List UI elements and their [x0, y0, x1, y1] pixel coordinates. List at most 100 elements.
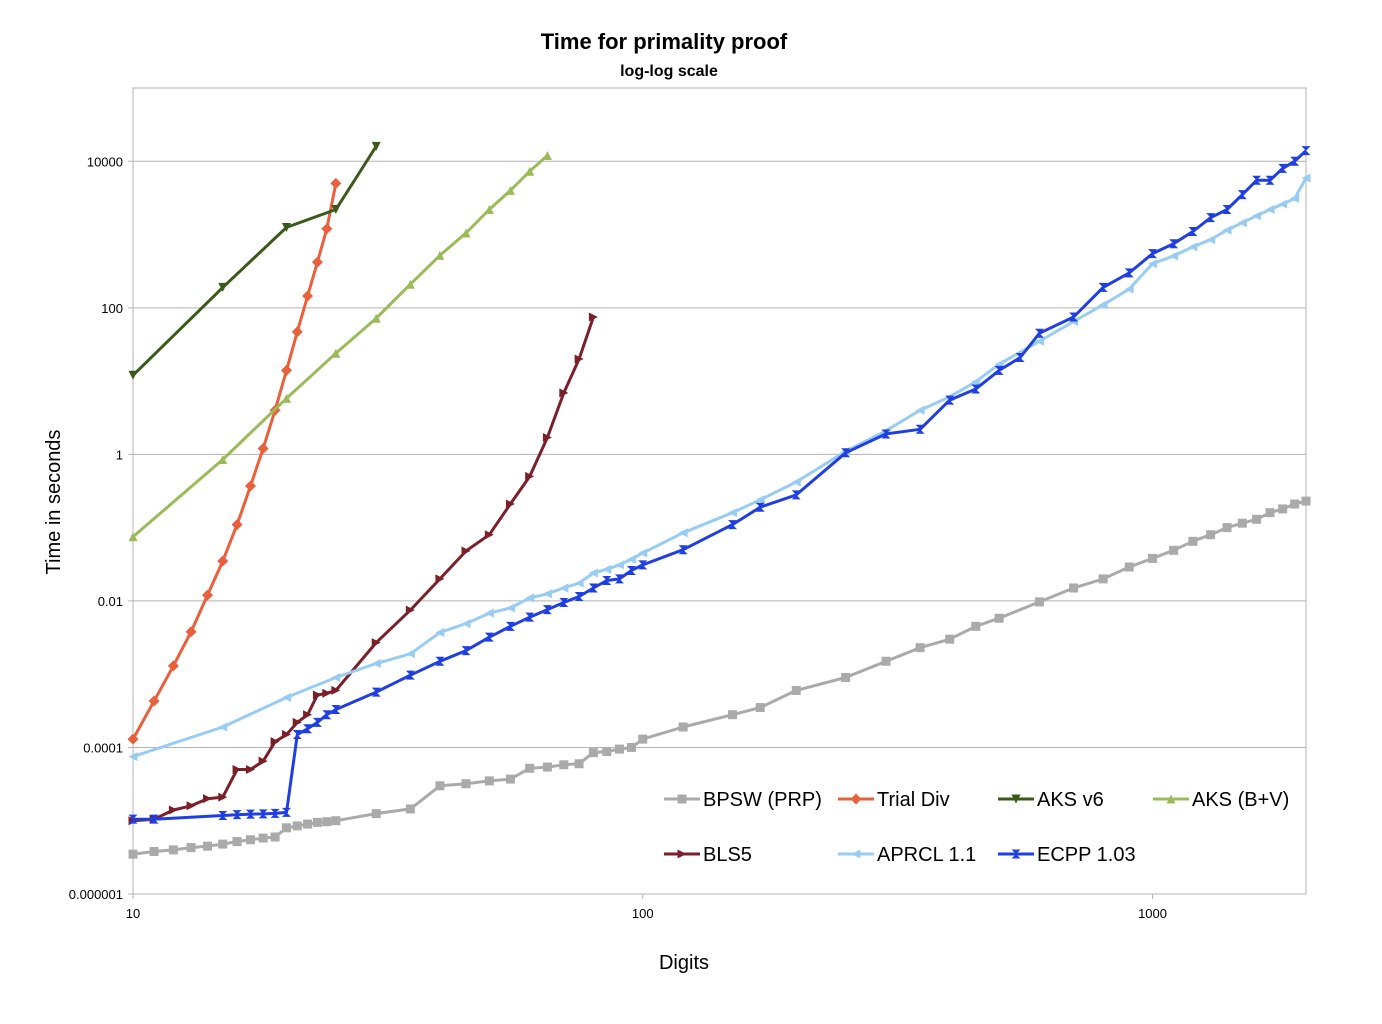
data-point: [311, 256, 323, 268]
data-point: [1188, 536, 1198, 546]
data-point: [971, 621, 981, 631]
legend-label: APRCL 1.1: [877, 844, 976, 866]
data-point: [1278, 163, 1288, 173]
data-point: [484, 530, 494, 540]
data-point: [168, 845, 178, 855]
data-point: [505, 774, 515, 784]
data-point: [292, 730, 302, 740]
data-point: [626, 742, 636, 752]
data-point: [149, 847, 159, 857]
data-point: [994, 613, 1004, 623]
data-point: [128, 849, 138, 859]
x-axis-label: Digits: [659, 952, 709, 974]
data-point: [542, 432, 552, 442]
data-point: [881, 429, 891, 439]
data-point: [574, 578, 584, 588]
data-point: [322, 710, 332, 720]
data-point: [331, 816, 341, 826]
data-point: [1237, 518, 1247, 528]
data-point: [1290, 156, 1300, 166]
data-point: [915, 405, 925, 415]
data-point: [168, 805, 178, 815]
data-point: [1237, 190, 1247, 200]
data-point: [331, 673, 341, 683]
legend-label: BLS5: [703, 844, 752, 866]
data-point: [245, 809, 255, 819]
legend-swatch-marker: [1011, 794, 1021, 804]
series-group: [128, 141, 381, 380]
data-point: [405, 670, 415, 680]
data-point: [270, 832, 280, 842]
data-point: [602, 564, 612, 574]
data-point: [1301, 496, 1311, 506]
series-lines: [127, 141, 1311, 859]
data-point: [371, 687, 381, 697]
chart-title: Time for primality proof: [541, 29, 788, 54]
data-point: [167, 660, 179, 672]
data-point: [218, 839, 228, 849]
legend-swatch-marker: [1011, 849, 1021, 859]
data-point: [371, 809, 381, 819]
data-point: [1252, 175, 1262, 185]
data-point: [791, 477, 801, 487]
x-tick-label: 100: [632, 906, 654, 921]
data-point: [281, 823, 291, 833]
legend: BPSW (PRP) Trial Div AKS v6 AKS (B+V) BLS5 AP…: [664, 789, 1289, 866]
data-point: [755, 495, 765, 505]
data-point: [232, 765, 242, 775]
data-point: [281, 393, 291, 403]
data-point: [461, 546, 471, 556]
data-point: [1301, 146, 1311, 156]
data-point: [258, 833, 268, 843]
data-point: [312, 817, 322, 827]
data-point: [303, 710, 313, 720]
data-point: [128, 752, 138, 762]
data-point: [330, 177, 342, 189]
x-tick-label: 10: [126, 906, 140, 921]
data-point: [186, 801, 196, 811]
series-group: [128, 173, 1311, 762]
data-point: [1034, 597, 1044, 607]
data-point: [371, 658, 381, 668]
data-point: [791, 685, 801, 695]
data-point: [1148, 553, 1158, 563]
data-point: [602, 747, 612, 757]
legend-item: ECPP 1.03: [998, 844, 1136, 866]
data-point: [292, 821, 302, 831]
data-point: [217, 555, 229, 567]
data-point: [484, 776, 494, 786]
data-point: [945, 395, 955, 405]
data-point: [128, 370, 138, 380]
data-point: [270, 808, 280, 818]
data-point: [559, 760, 569, 770]
data-point: [1265, 508, 1275, 518]
data-point: [258, 809, 268, 819]
legend-item: BLS5: [664, 844, 752, 866]
tick-labels: 0.000001 0.0001 0.01 1 100 10000 10 100 1000: [69, 154, 1167, 921]
y-tick-label: 0.0001: [83, 740, 123, 755]
data-point: [218, 455, 228, 465]
legend-item: APRCL 1.1: [838, 844, 976, 866]
y-axis-label: Time in seconds: [43, 430, 65, 575]
data-point: [791, 490, 801, 500]
data-point: [1188, 242, 1198, 252]
data-point: [945, 634, 955, 644]
data-point: [281, 222, 291, 232]
data-point: [1069, 583, 1079, 593]
data-point: [1252, 211, 1262, 221]
legend-swatch-marker: [851, 849, 861, 859]
data-point: [1265, 175, 1275, 185]
legend-swatch-marker: [677, 849, 687, 859]
data-point: [148, 695, 160, 707]
data-point: [218, 810, 228, 820]
data-point: [461, 779, 471, 789]
data-point: [1222, 523, 1232, 533]
series-line: [133, 149, 1308, 821]
data-point: [218, 282, 228, 292]
data-point: [505, 499, 515, 509]
data-point: [505, 603, 515, 613]
data-point: [588, 568, 598, 578]
legend-item: AKS (B+V): [1153, 789, 1289, 811]
data-point: [728, 508, 738, 518]
data-point: [312, 690, 322, 700]
